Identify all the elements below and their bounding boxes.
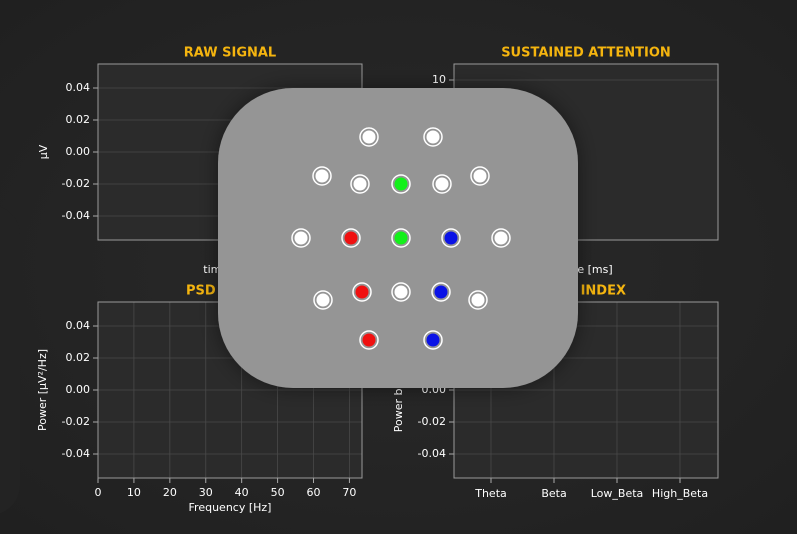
x-tick-label: 40 xyxy=(235,486,249,499)
electrode-ring xyxy=(291,228,311,248)
electrode xyxy=(362,130,376,144)
electrode xyxy=(426,333,440,347)
x-tick-label: 60 xyxy=(307,486,321,499)
x-tick-label: 30 xyxy=(199,486,213,499)
x-tick-label: 20 xyxy=(163,486,177,499)
x-tick-label: 0 xyxy=(95,486,102,499)
electrode-ring xyxy=(313,290,333,310)
x-tick-label: Theta xyxy=(474,487,507,500)
y-tick-label: -0.02 xyxy=(418,415,446,428)
electrode-ring xyxy=(423,330,443,350)
y-tick-label: 0.00 xyxy=(66,145,91,158)
electrode xyxy=(434,285,448,299)
x-axis-label: Frequency [Hz] xyxy=(189,501,272,514)
chart-title: RAW SIGNAL xyxy=(184,46,276,61)
electrode-ring xyxy=(341,228,361,248)
electrode xyxy=(355,285,369,299)
y-tick-label: -0.02 xyxy=(62,415,90,428)
electrode-ring xyxy=(312,166,332,186)
electrode-ring xyxy=(470,166,490,186)
electrode-ring xyxy=(391,174,411,194)
y-tick-label: 0.04 xyxy=(66,81,91,94)
chart-title: SUSTAINED ATTENTION xyxy=(501,46,671,61)
electrode xyxy=(394,285,408,299)
y-tick-label: 0.04 xyxy=(66,319,91,332)
electrode xyxy=(394,231,408,245)
electrode-ring xyxy=(441,228,461,248)
electrode-ring xyxy=(391,228,411,248)
x-tick-label: 70 xyxy=(342,486,356,499)
electrode xyxy=(294,231,308,245)
electrode-ring xyxy=(352,282,372,302)
x-tick-label: High_Beta xyxy=(652,487,708,500)
electrode xyxy=(315,169,329,183)
electrode xyxy=(494,231,508,245)
y-tick-label: -0.04 xyxy=(62,447,90,460)
electrode xyxy=(344,231,358,245)
y-tick-label: 0.02 xyxy=(66,351,91,364)
y-tick-label: 10 xyxy=(432,73,446,86)
y-tick-label: -0.04 xyxy=(418,447,446,460)
x-tick-label: Beta xyxy=(541,487,566,500)
x-tick-label: 10 xyxy=(127,486,141,499)
y-tick-label: 0.02 xyxy=(66,113,91,126)
electrode-ring xyxy=(350,174,370,194)
plot-frame xyxy=(453,301,719,479)
y-axis-label: Power [µV²/Hz] xyxy=(36,349,49,431)
headset-overlay xyxy=(218,88,578,388)
electrode xyxy=(426,130,440,144)
electrode-ring xyxy=(491,228,511,248)
electrode xyxy=(316,293,330,307)
electrode xyxy=(473,169,487,183)
electrode xyxy=(435,177,449,191)
electrode xyxy=(362,333,376,347)
electrode-ring xyxy=(468,290,488,310)
electrode xyxy=(394,177,408,191)
chart-title: PSD xyxy=(186,284,216,299)
side-panel xyxy=(0,206,20,514)
electrode xyxy=(444,231,458,245)
electrode-ring xyxy=(423,127,443,147)
electrode xyxy=(471,293,485,307)
electrode xyxy=(353,177,367,191)
chart-title: INDEX xyxy=(581,284,626,299)
y-axis-label: µV xyxy=(37,144,50,159)
electrode-ring xyxy=(431,282,451,302)
electrode-ring xyxy=(359,127,379,147)
y-tick-label: -0.02 xyxy=(62,177,90,190)
electrode-ring xyxy=(391,282,411,302)
electrodes xyxy=(291,127,511,350)
electrode-ring xyxy=(359,330,379,350)
x-tick-label: 50 xyxy=(271,486,285,499)
y-tick-label: -0.04 xyxy=(62,209,90,222)
x-tick-label: Low_Beta xyxy=(591,487,644,500)
electrode-ring xyxy=(432,174,452,194)
y-tick-label: 0.00 xyxy=(66,383,91,396)
